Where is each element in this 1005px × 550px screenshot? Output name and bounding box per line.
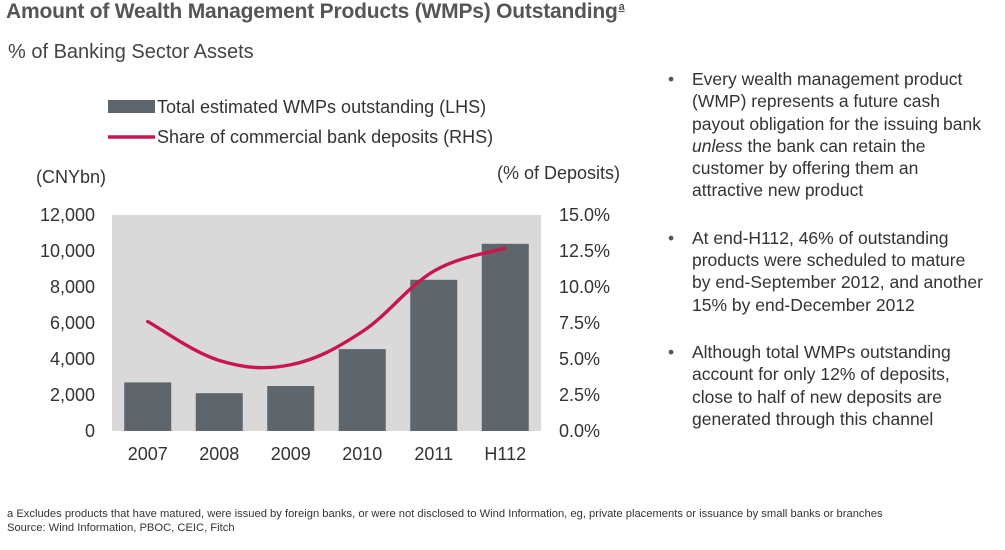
bullet-dot-icon: • <box>668 69 675 89</box>
bar-2010 <box>338 349 386 431</box>
footnote-source: Source: Wind Information, PBOC, CEIC, Fi… <box>7 521 235 534</box>
right-axis-tick: 10.0% <box>559 277 610 297</box>
right-axis-tick: 2.5% <box>559 385 600 405</box>
left-axis-tick: 12,000 <box>40 205 95 225</box>
legend-label-line: Share of commercial bank deposits (RHS) <box>157 127 493 147</box>
bullet-dot-icon: • <box>668 227 675 248</box>
bullet-item: • Although total WMPs outstanding account… <box>668 341 988 430</box>
title-footnote-marker: a <box>618 1 625 13</box>
left-axis-tick: 2,000 <box>50 385 95 405</box>
right-axis-tick: 5.0% <box>559 349 600 369</box>
bar-2007 <box>124 382 172 431</box>
left-axis-tick: 6,000 <box>50 313 95 333</box>
legend-swatch-bar <box>108 100 155 113</box>
chart-title-text: Amount of Wealth Management Products (WM… <box>6 0 618 23</box>
left-axis-title: (CNYbn) <box>36 167 106 187</box>
x-axis-tick: 2011 <box>414 444 453 464</box>
x-axis-tick: 2008 <box>199 444 239 464</box>
bullet-item: • Every wealth management product (WMP) r… <box>668 68 988 202</box>
bar-2008 <box>195 393 243 431</box>
right-axis-title: (% of Deposits) <box>497 163 620 183</box>
right-axis-tick: 0.0% <box>559 421 600 441</box>
commentary-bullets: • Every wealth management product (WMP) r… <box>668 68 988 455</box>
left-axis-tick: 4,000 <box>50 349 95 369</box>
left-axis-tick: 8,000 <box>50 277 95 297</box>
bullet-dot-icon: • <box>668 341 675 362</box>
plot-area <box>112 215 541 431</box>
x-axis-tick: 2007 <box>128 444 168 464</box>
bullet-emphasis: unless <box>692 135 743 156</box>
bullet-text: Although total WMPs outstanding account … <box>692 341 951 429</box>
footnote: a Excludes products that have matured, w… <box>7 508 883 535</box>
bar-h112 <box>481 243 529 431</box>
chart-title: Amount of Wealth Management Products (WM… <box>6 0 625 24</box>
x-axis-tick: 2009 <box>271 444 311 464</box>
deposit-share-line <box>146 246 507 370</box>
bullet-text: At end-H112, 46% of outstanding products… <box>692 227 983 315</box>
bar-2011 <box>410 279 458 431</box>
footnote-note: a Excludes products that have matured, w… <box>7 508 883 520</box>
left-axis-tick: 0 <box>85 421 95 441</box>
x-axis-tick: H112 <box>484 444 526 464</box>
bar-2009 <box>267 386 315 431</box>
chart-subtitle: % of Banking Sector Assets <box>8 41 254 63</box>
bullet-item: • At end-H112, 46% of outstanding product… <box>668 227 988 316</box>
right-axis-tick: 7.5% <box>559 313 600 333</box>
x-axis-tick: 2010 <box>342 444 382 464</box>
left-axis-tick: 10,000 <box>40 241 95 261</box>
bullet-text: the bank can retain the customer by offe… <box>692 135 926 201</box>
combo-chart: 0 2,000 4,000 6,000 8,000 10,000 12,000 0.0% 2.5… <box>36 97 620 464</box>
right-axis-tick: 15.0% <box>559 205 610 225</box>
legend-label-bar: Total estimated WMPs outstanding (LHS) <box>157 97 486 117</box>
right-axis-tick: 12.5% <box>559 241 610 261</box>
bullet-text: Every wealth management product (WMP) re… <box>692 69 981 134</box>
